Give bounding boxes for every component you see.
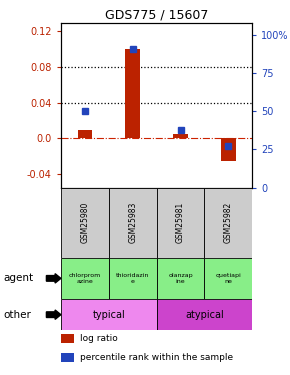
Bar (157, 188, 204, 258)
Title: GDS775 / 15607: GDS775 / 15607 (105, 8, 208, 21)
Bar (61, 258, 109, 299)
Bar (61, 299, 157, 330)
Bar (204, 258, 252, 299)
Text: other: other (3, 310, 31, 320)
Text: GSM25981: GSM25981 (176, 202, 185, 243)
Bar (204, 188, 252, 258)
Text: percentile rank within the sample: percentile rank within the sample (80, 353, 233, 362)
Text: agent: agent (3, 273, 33, 284)
Bar (109, 258, 157, 299)
Bar (157, 258, 204, 299)
Text: GSM25980: GSM25980 (80, 202, 89, 243)
Text: typical: typical (93, 310, 125, 320)
Bar (78, 130, 92, 138)
Text: chlorprom
azine: chlorprom azine (69, 273, 101, 284)
Text: quetiapi
ne: quetiapi ne (215, 273, 241, 284)
Text: atypical: atypical (185, 310, 224, 320)
Bar (126, 49, 140, 138)
Text: thioridazin
e: thioridazin e (116, 273, 149, 284)
Text: log ratio: log ratio (80, 334, 118, 344)
Bar (109, 188, 157, 258)
Bar (173, 134, 188, 138)
Text: GSM25983: GSM25983 (128, 202, 137, 243)
Bar (157, 299, 252, 330)
Bar (61, 352, 74, 362)
Text: GSM25982: GSM25982 (224, 202, 233, 243)
Bar (61, 188, 109, 258)
Text: olanzap
ine: olanzap ine (168, 273, 193, 284)
Bar (61, 334, 74, 344)
Bar (221, 138, 235, 161)
